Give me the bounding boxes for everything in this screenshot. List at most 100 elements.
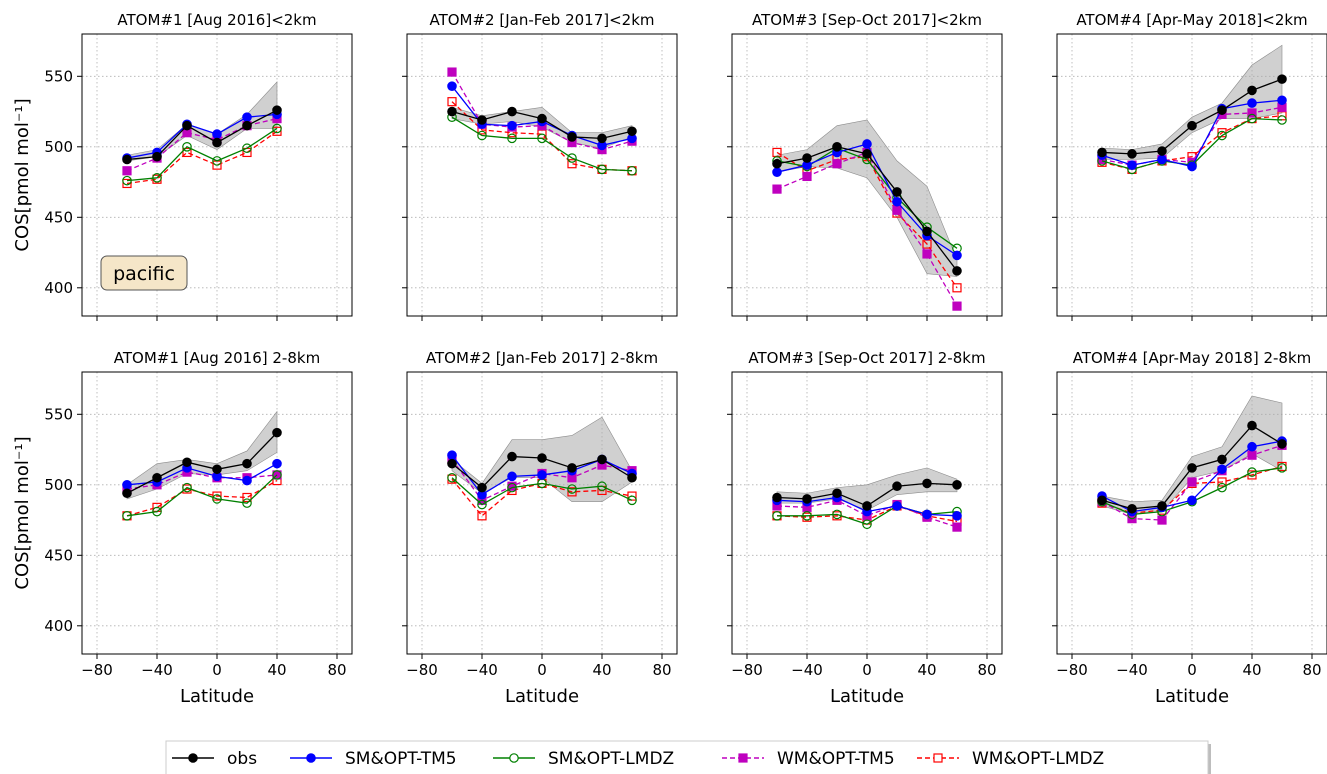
y-axis-label: COS[pmol mol⁻¹] [12, 98, 33, 251]
point-wm_lmdz [772, 147, 782, 158]
annotation-box [100, 255, 188, 291]
panel-2: ATOM#2 [Jan-Feb 2017]<2km [402, 11, 678, 321]
point-obs [507, 451, 517, 462]
point-sm_tm5 [507, 471, 517, 482]
x-tick-label: 40 [917, 661, 936, 679]
legend-item-sm_tm5: SM&OPT-TM5 [290, 749, 457, 769]
point-sm_lmdz [627, 495, 637, 506]
point-obs [952, 479, 962, 490]
point-sm_tm5 [447, 450, 457, 460]
point-wm_tm5 [447, 67, 457, 77]
point-wm_lmdz [447, 97, 457, 107]
legend-item-sm_lmdz: SM&OPT-LMDZ [493, 749, 674, 769]
legend-label: WM&OPT-TM5 [777, 749, 895, 769]
point-obs [182, 457, 192, 468]
point-obs [1097, 495, 1107, 506]
legend-marker [933, 753, 943, 763]
x-tick-label: −40 [791, 661, 823, 679]
legend-marker [738, 753, 748, 763]
obs-range-band [1101, 44, 1283, 160]
point-sm_lmdz [272, 123, 282, 134]
y-tick-label: 450 [44, 208, 73, 226]
point-obs [272, 427, 282, 438]
point-sm_tm5 [922, 509, 932, 520]
point-sm_lmdz [507, 482, 517, 493]
point-sm_tm5 [1187, 161, 1197, 172]
legend-marker [188, 753, 198, 763]
point-wm_tm5 [832, 159, 842, 169]
x-axis-label: Latitude [830, 686, 904, 707]
point-sm_lmdz [152, 506, 162, 517]
point-sm_tm5 [242, 475, 252, 486]
point-obs [892, 187, 902, 197]
x-tick-label: −80 [1056, 661, 1088, 679]
point-obs [1247, 85, 1257, 96]
series-line-sm_lmdz [451, 116, 633, 172]
point-obs [477, 115, 487, 125]
point-sm_tm5 [1187, 495, 1197, 506]
x-tick-label: −80 [731, 661, 763, 679]
point-sm_lmdz [1277, 115, 1287, 125]
x-tick-label: 80 [652, 661, 671, 679]
point-sm_tm5 [507, 120, 517, 131]
point-sm_tm5 [242, 112, 252, 122]
point-sm_tm5 [892, 501, 902, 511]
point-wm_lmdz [567, 159, 577, 169]
point-sm_lmdz [182, 142, 192, 152]
panel-8: −80 −40 0 40 80 ATOM#4 [Apr-May 2018] 2-8km La… [1052, 349, 1327, 707]
series-line-obs [126, 109, 278, 161]
point-obs [447, 458, 457, 469]
point-sm_lmdz [212, 156, 222, 166]
point-obs [597, 454, 607, 465]
point-sm_tm5 [1277, 95, 1287, 106]
x-tick-label: 0 [212, 661, 222, 679]
panel-5: −80 −40 0 40 80 400 450 500 550 ATOM#1 [Aug 2016]… [12, 349, 353, 707]
point-obs [1247, 420, 1257, 431]
point-wm_tm5 [922, 249, 932, 259]
legend-label: obs [227, 749, 257, 769]
point-sm_lmdz [212, 494, 222, 504]
series-line-obs [126, 432, 278, 494]
point-obs [1127, 149, 1137, 159]
x-axis-label: Latitude [1155, 686, 1229, 707]
point-wm_lmdz [212, 491, 222, 501]
point-obs [922, 226, 932, 237]
x-tick-label: 0 [1187, 661, 1197, 679]
point-sm_lmdz [152, 173, 162, 183]
point-obs [772, 492, 782, 503]
point-obs [862, 501, 872, 511]
point-sm_tm5 [1247, 98, 1257, 108]
panel-title: ATOM#3 [Sep-Oct 2017] 2-8km [748, 349, 985, 367]
point-obs [832, 488, 842, 499]
y-tick-label: 450 [44, 546, 73, 564]
point-wm_lmdz [1247, 470, 1257, 480]
point-obs [1097, 147, 1107, 158]
y-tick-label: 550 [44, 67, 73, 85]
point-sm_lmdz [242, 143, 252, 154]
point-obs [477, 482, 487, 493]
x-tick-label: −40 [1116, 661, 1148, 679]
point-obs [597, 133, 607, 144]
legend-marker [509, 753, 519, 763]
point-sm_lmdz [1277, 463, 1287, 473]
point-sm_lmdz [1247, 467, 1257, 477]
point-wm_tm5 [952, 522, 962, 532]
point-obs [242, 120, 252, 131]
point-obs [1187, 120, 1197, 131]
x-tick-label: 40 [592, 661, 611, 679]
point-sm_lmdz [507, 133, 517, 144]
point-wm_tm5 [952, 301, 962, 311]
point-wm_tm5 [1247, 108, 1257, 118]
point-wm_tm5 [1187, 477, 1197, 487]
legend-marker [306, 753, 316, 763]
panel-title: ATOM#1 [Aug 2016] 2-8km [114, 349, 320, 367]
point-sm_tm5 [447, 81, 457, 91]
x-tick-label: −80 [81, 661, 113, 679]
point-sm_tm5 [952, 511, 962, 521]
point-wm_lmdz [567, 487, 577, 497]
x-tick-label: 40 [267, 661, 286, 679]
point-obs [537, 113, 547, 124]
panel-3: ATOM#3 [Sep-Oct 2017]<2km [727, 11, 1003, 321]
point-sm_lmdz [1217, 482, 1227, 493]
